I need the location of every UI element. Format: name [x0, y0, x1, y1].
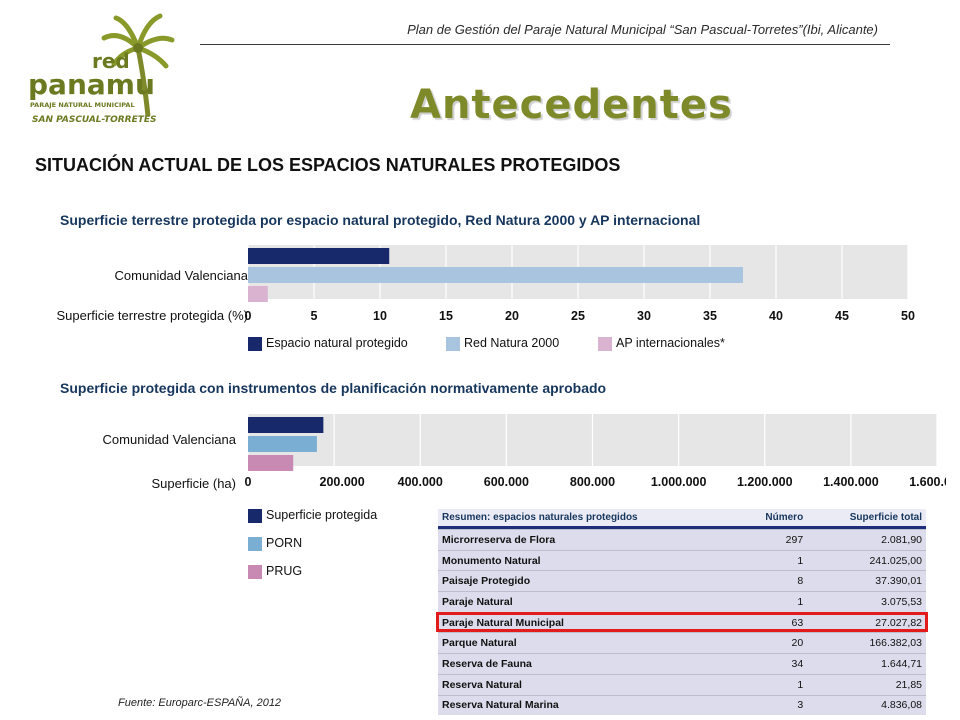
- chart1-legend-label: Red Natura 2000: [464, 336, 560, 350]
- chart1-legend-swatch: [446, 337, 460, 351]
- chart1: 0 5 10 15 20 25 30 35 40 45 50: [245, 245, 915, 323]
- table-row: Paisaje Protegido 8 37.390,01: [438, 570, 926, 592]
- chart1-tick-label: 25: [571, 309, 585, 323]
- table-row: Microrreserva de Flora 297 2.081,90: [438, 529, 926, 551]
- chart2-tick-label: 1.600.000: [909, 475, 946, 489]
- chart2-tick-label: 800.000: [570, 475, 615, 489]
- chart2-category-label: Comunidad Valenciana: [102, 432, 236, 447]
- chart2-legend-label: Superficie protegida: [266, 508, 378, 522]
- table-header-name: Resumen: espacios naturales protegidos: [438, 509, 740, 526]
- chart2-tick-label: 600.000: [484, 475, 529, 489]
- chart1-legend-swatch: [248, 337, 262, 351]
- chart1-legend: Espacio natural protegido Red Natura 2000…: [248, 336, 808, 354]
- chart1-tick-label: 30: [637, 309, 651, 323]
- chart1-tick-label: 35: [703, 309, 717, 323]
- table-cell-name: Paisaje Protegido: [438, 570, 740, 592]
- chart1-tick-label: 0: [245, 309, 252, 323]
- table-cell-number: 1: [739, 673, 808, 695]
- chart2-tick-label: 1.000.000: [651, 475, 707, 489]
- chart2: 0 200.000 400.000 600.000 800.000 1.000.000 1.…: [245, 414, 946, 489]
- header-text: Plan de Gestión del Paraje Natural Munic…: [407, 22, 878, 37]
- table-cell-number: 8: [739, 570, 808, 592]
- chart1-xlabel: Superficie terrestre protegida (%): [56, 308, 248, 323]
- table-cell-number: 3: [739, 694, 808, 716]
- logo-line2: SAN PASCUAL-TORRETES: [32, 115, 157, 125]
- table-cell-name: Reserva Natural Marina: [438, 694, 740, 716]
- table-cell-surface: 166.382,03: [807, 632, 926, 654]
- chart1-bar-1: [248, 267, 743, 283]
- table-cell-surface: 2.081,90: [807, 529, 926, 551]
- chart2-legend-label: PORN: [266, 536, 303, 550]
- table-row: Reserva Natural Marina 3 4.836,08: [438, 694, 926, 716]
- chart2-bar-2: [248, 455, 294, 471]
- table-row: Reserva Natural 1 21,85: [438, 673, 926, 695]
- table-header-surface: Superficie total: [807, 509, 926, 526]
- chart1-legend-swatch: [598, 337, 612, 351]
- logo: red panamu PARAJE NATURAL MUNICIPAL SAN …: [28, 13, 175, 125]
- table-cell-name: Parque Natural: [438, 632, 740, 654]
- table-cell-surface: 21,85: [807, 673, 926, 695]
- chart1-tick-label: 45: [835, 309, 849, 323]
- chart1-subtitle: Superficie terrestre protegida por espac…: [60, 212, 701, 228]
- chart1-bar-0: [248, 248, 390, 264]
- table-row: Reserva de Fauna 34 1.644,71: [438, 653, 926, 675]
- chart2-xlabel: Superficie (ha): [151, 476, 236, 491]
- chart2-legend-label: PRUG: [266, 564, 303, 578]
- chart1-tick-label: 15: [439, 309, 453, 323]
- chart2-legend-swatch: [248, 565, 262, 579]
- table-row: Paraje Natural Municipal 63 27.027,82: [438, 611, 926, 633]
- header-rule: [200, 44, 890, 45]
- table-cell-surface: 241.025,00: [807, 549, 926, 571]
- chart1-tick-label: 50: [901, 309, 915, 323]
- table-cell-number: 34: [739, 653, 808, 675]
- chart1-legend-label: Espacio natural protegido: [266, 336, 408, 350]
- chart2-bar-0: [248, 417, 324, 433]
- chart1-category-label: Comunidad Valenciana: [114, 268, 248, 283]
- logo-word-top: red: [92, 49, 130, 73]
- chart2-tick-label: 200.000: [320, 475, 365, 489]
- table-cell-name: Reserva de Fauna: [438, 653, 740, 675]
- table-cell-surface: 4.836,08: [807, 694, 926, 716]
- chart2-tick-label: 1.400.000: [823, 475, 879, 489]
- logo-word-main: panamu: [28, 68, 155, 101]
- table-cell-number: 20: [739, 632, 808, 654]
- chart2-tick-label: 400.000: [398, 475, 443, 489]
- chart2-legend-swatch: [248, 509, 262, 523]
- chart1-tick-label: 10: [373, 309, 387, 323]
- table-cell-name: Paraje Natural: [438, 591, 740, 613]
- slide-title: Antecedentes: [410, 82, 733, 128]
- chart2-bar-1: [248, 436, 317, 452]
- chart1-bar-2: [248, 286, 268, 302]
- chart1-tick-label: 40: [769, 309, 783, 323]
- table-row: Parque Natural 20 166.382,03: [438, 632, 926, 654]
- logo-line1: PARAJE NATURAL MUNICIPAL: [30, 101, 135, 109]
- table-cell-surface: 37.390,01: [807, 570, 926, 592]
- chart1-tick-label: 5: [311, 309, 318, 323]
- table-cell-number: 297: [739, 529, 808, 551]
- chart2-tick-label: 1.200.000: [737, 475, 793, 489]
- chart2-tick-label: 0: [245, 475, 252, 489]
- source-note: Fuente: Europarc-ESPAÑA, 2012: [118, 697, 282, 709]
- table-cell-surface: 1.644,71: [807, 653, 926, 675]
- table-cell-surface: 3.075,53: [807, 591, 926, 613]
- table-cell-name: Reserva Natural: [438, 673, 740, 695]
- table-header-number: Número: [739, 509, 808, 526]
- chart1-tick-label: 20: [505, 309, 519, 323]
- chart2-subtitle: Superficie protegida con instrumentos de…: [60, 380, 607, 396]
- section-heading: SITUACIÓN ACTUAL DE LOS ESPACIOS NATURAL…: [35, 155, 621, 175]
- table-cell-number: 1: [739, 591, 808, 613]
- table-row: Paraje Natural 1 3.075,53: [438, 591, 926, 613]
- table-cell-name: Microrreserva de Flora: [438, 529, 740, 551]
- chart1-legend-label: AP internacionales*: [616, 336, 725, 350]
- chart2-legend: Superficie protegida PORN PRUG: [248, 508, 428, 588]
- highlight-box: [436, 612, 928, 632]
- chart2-legend-swatch: [248, 537, 262, 551]
- palm-tree-icon: [101, 13, 175, 117]
- table-cell-name: Monumento Natural: [438, 549, 740, 571]
- table-cell-number: 1: [739, 549, 808, 571]
- table-row: Monumento Natural 1 241.025,00: [438, 549, 926, 571]
